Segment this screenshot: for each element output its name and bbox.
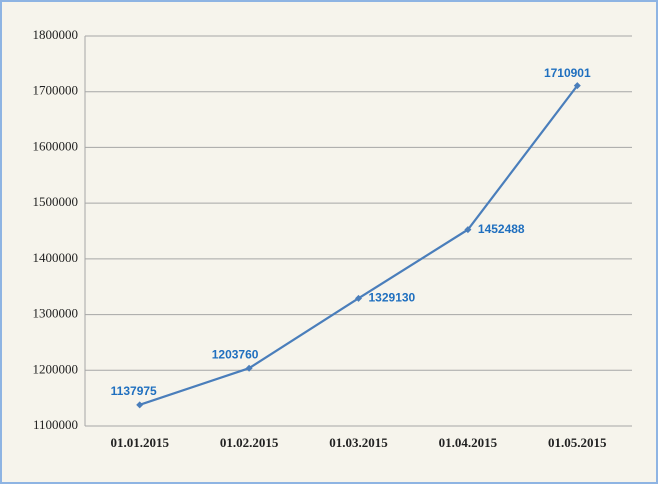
x-tick-label: 01.02.2015 — [220, 435, 279, 450]
x-tick-label: 01.03.2015 — [329, 435, 388, 450]
data-label: 1452488 — [478, 222, 525, 236]
data-label: 1203760 — [212, 347, 259, 361]
data-label: 1137975 — [111, 384, 157, 398]
x-tick-label: 01.01.2015 — [110, 435, 169, 450]
y-tick-label: 1200000 — [33, 361, 79, 376]
marker — [573, 82, 581, 90]
y-tick-label: 1500000 — [33, 194, 79, 209]
y-tick-label: 1800000 — [33, 27, 79, 42]
marker — [136, 401, 144, 409]
marker — [464, 226, 472, 234]
y-tick-label: 1400000 — [33, 250, 79, 265]
x-tick-label: 01.04.2015 — [439, 435, 498, 450]
x-tick-label: 01.05.2015 — [548, 435, 607, 450]
data-label: 1710901 — [544, 66, 591, 80]
y-tick-label: 1300000 — [33, 306, 79, 321]
data-label: 1329130 — [369, 291, 416, 305]
marker — [245, 364, 253, 372]
y-tick-label: 1700000 — [33, 83, 79, 98]
marker — [355, 294, 362, 302]
y-tick-label: 1100000 — [33, 417, 78, 432]
y-tick-label: 1600000 — [33, 138, 79, 153]
